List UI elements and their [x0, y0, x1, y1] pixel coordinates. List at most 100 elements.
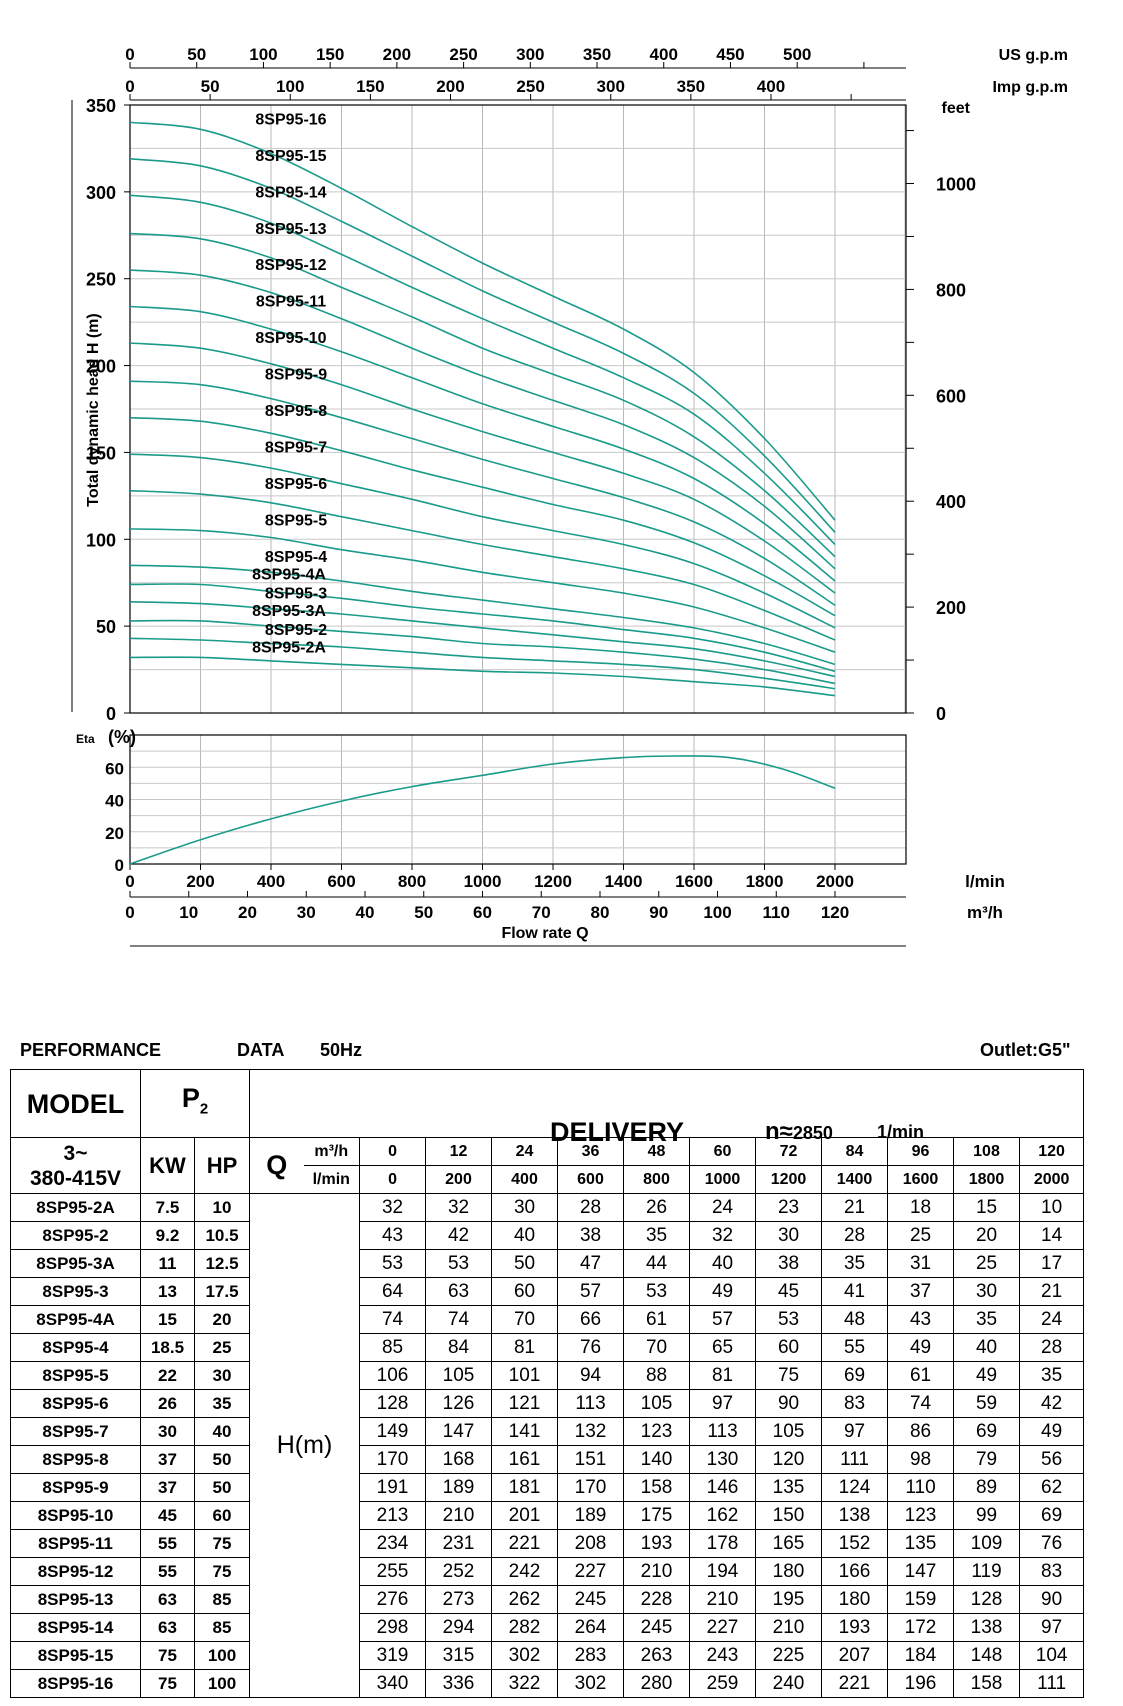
speed-unit: 1/min — [877, 1121, 925, 1142]
head-value-cell: 264 — [557, 1613, 625, 1643]
table-row: 8SP95-16 75 100 340 336 322 302 280 259 240 221 196… — [10, 1669, 1085, 1699]
head-value-cell: 74 — [425, 1305, 493, 1335]
head-value-cell: 75 — [755, 1361, 823, 1391]
head-value-cell: 86 — [887, 1417, 955, 1447]
head-value-cell: 97 — [821, 1417, 889, 1447]
model-cell: 8SP95-11 — [10, 1529, 141, 1559]
head-value-cell: 147 — [425, 1417, 493, 1447]
q-lmin-10: 2000 — [1019, 1165, 1085, 1195]
head-value-cell: 30 — [755, 1221, 823, 1251]
model-cell: 8SP95-7 — [10, 1417, 141, 1447]
head-value-cell: 175 — [623, 1501, 691, 1531]
head-value-cell: 17 — [1019, 1249, 1085, 1279]
table-row: 8SP95-2 9.2 10.5 43 42 40 38 35 32 30 28 25 20 14 — [10, 1221, 1085, 1251]
head-value-cell: 146 — [689, 1473, 757, 1503]
model-cell: 8SP95-10 — [10, 1501, 141, 1531]
head-value-cell: 234 — [359, 1529, 427, 1559]
y-axis-label: Total dynamic head H (m) — [85, 313, 102, 507]
hp-cell: 17.5 — [193, 1277, 251, 1307]
head-value-cell: 24 — [689, 1193, 757, 1223]
q-lmin-6: 1200 — [755, 1165, 823, 1195]
lmin-tick-label: 1400 — [605, 872, 643, 891]
head-curve-8sp95-15 — [129, 158, 836, 533]
head-value-cell: 57 — [557, 1277, 625, 1307]
head-value-cell: 105 — [425, 1361, 493, 1391]
head-value-cell: 14 — [1019, 1221, 1085, 1251]
head-value-cell: 21 — [1019, 1277, 1085, 1307]
head-value-cell: 30 — [953, 1277, 1021, 1307]
head-curve-8sp95-11 — [129, 305, 836, 582]
y-tick-label: 50 — [96, 617, 116, 637]
kw-cell: 45 — [140, 1501, 195, 1531]
head-value-cell: 151 — [557, 1445, 625, 1475]
head-value-cell: 38 — [755, 1249, 823, 1279]
head-value-cell: 141 — [491, 1417, 559, 1447]
efficiency-line — [129, 755, 836, 865]
head-value-cell: 294 — [425, 1613, 493, 1643]
eta-tick-label: 0 — [115, 856, 124, 875]
head-curve-8sp95-9 — [129, 380, 836, 606]
model-cell: 8SP95-4A — [10, 1305, 141, 1335]
head-curve-8sp95-6 — [129, 489, 836, 641]
head-value-cell: 120 — [755, 1445, 823, 1475]
head-curve-8sp95-14 — [129, 194, 836, 546]
kw-cell: 55 — [140, 1529, 195, 1559]
head-value-cell: 273 — [425, 1585, 493, 1615]
head-value-cell: 81 — [491, 1333, 559, 1363]
hp-cell: 10.5 — [193, 1221, 251, 1251]
kw-cell: 63 — [140, 1585, 195, 1615]
head-value-cell: 53 — [359, 1249, 427, 1279]
head-value-cell: 56 — [1019, 1445, 1085, 1475]
head-value-cell: 23 — [755, 1193, 823, 1223]
head-curve-8sp95-2 — [129, 637, 836, 690]
head-curves — [129, 121, 836, 697]
head-value-cell: 101 — [491, 1361, 559, 1391]
us-gpm-tick-label: 200 — [383, 45, 411, 64]
model-cell: 8SP95-12 — [10, 1557, 141, 1587]
model-cell: 8SP95-2 — [10, 1221, 141, 1251]
head-value-cell: 113 — [689, 1417, 757, 1447]
imp-gpm-tick-label: 300 — [597, 77, 625, 96]
m3h-tick-label: 60 — [473, 903, 492, 922]
head-value-cell: 65 — [689, 1333, 757, 1363]
frequency-label: 50Hz — [320, 1040, 363, 1060]
head-value-cell: 126 — [425, 1389, 493, 1419]
head-curve-8sp95-5 — [129, 528, 836, 653]
hp-cell: 85 — [193, 1613, 251, 1643]
imp-gpm-tick-label: 400 — [757, 77, 785, 96]
hm-label: H(m) — [249, 1193, 361, 1699]
head-value-cell: 49 — [1019, 1417, 1085, 1447]
head-value-cell: 83 — [1019, 1557, 1085, 1587]
y-tick-label: 150 — [86, 443, 116, 463]
q-m3h-0: 0 — [359, 1137, 427, 1167]
head-value-cell: 162 — [689, 1501, 757, 1531]
hp-cell: 75 — [193, 1529, 251, 1559]
performance-table: MODEL P2 DELIVERY n≈2850 1/min 3~ 380-415… — [10, 1068, 1085, 1699]
table-row: 8SP95-10 45 60 213 210 201 189 175 162 150 138 123 9… — [10, 1501, 1085, 1531]
head-value-cell: 31 — [887, 1249, 955, 1279]
model-cell: 8SP95-4 — [10, 1333, 141, 1363]
head-value-cell: 189 — [557, 1501, 625, 1531]
lmin-unit-label: l/min — [965, 872, 1005, 891]
head-value-cell: 221 — [491, 1529, 559, 1559]
head-value-cell: 81 — [689, 1361, 757, 1391]
head-value-cell: 221 — [821, 1669, 889, 1699]
head-curve-8sp95-4 — [129, 564, 836, 666]
q-m3h-5: 60 — [689, 1137, 757, 1167]
lmin-tick-label: 600 — [327, 872, 355, 891]
lmin-tick-label: 400 — [257, 872, 285, 891]
data-label: DATA — [237, 1040, 285, 1060]
head-value-cell: 26 — [623, 1193, 691, 1223]
feet-tick-label: 600 — [936, 386, 966, 406]
kw-cell: 13 — [140, 1277, 195, 1307]
head-value-cell: 119 — [953, 1557, 1021, 1587]
head-value-cell: 210 — [689, 1585, 757, 1615]
speed-label: n≈2850 — [765, 1104, 833, 1161]
head-value-cell: 184 — [887, 1641, 955, 1671]
head-value-cell: 123 — [887, 1501, 955, 1531]
head-value-cell: 262 — [491, 1585, 559, 1615]
head-value-cell: 49 — [953, 1361, 1021, 1391]
kw-header: KW — [140, 1137, 195, 1195]
kw-cell: 63 — [140, 1613, 195, 1643]
m3h-tick-label: 70 — [532, 903, 551, 922]
